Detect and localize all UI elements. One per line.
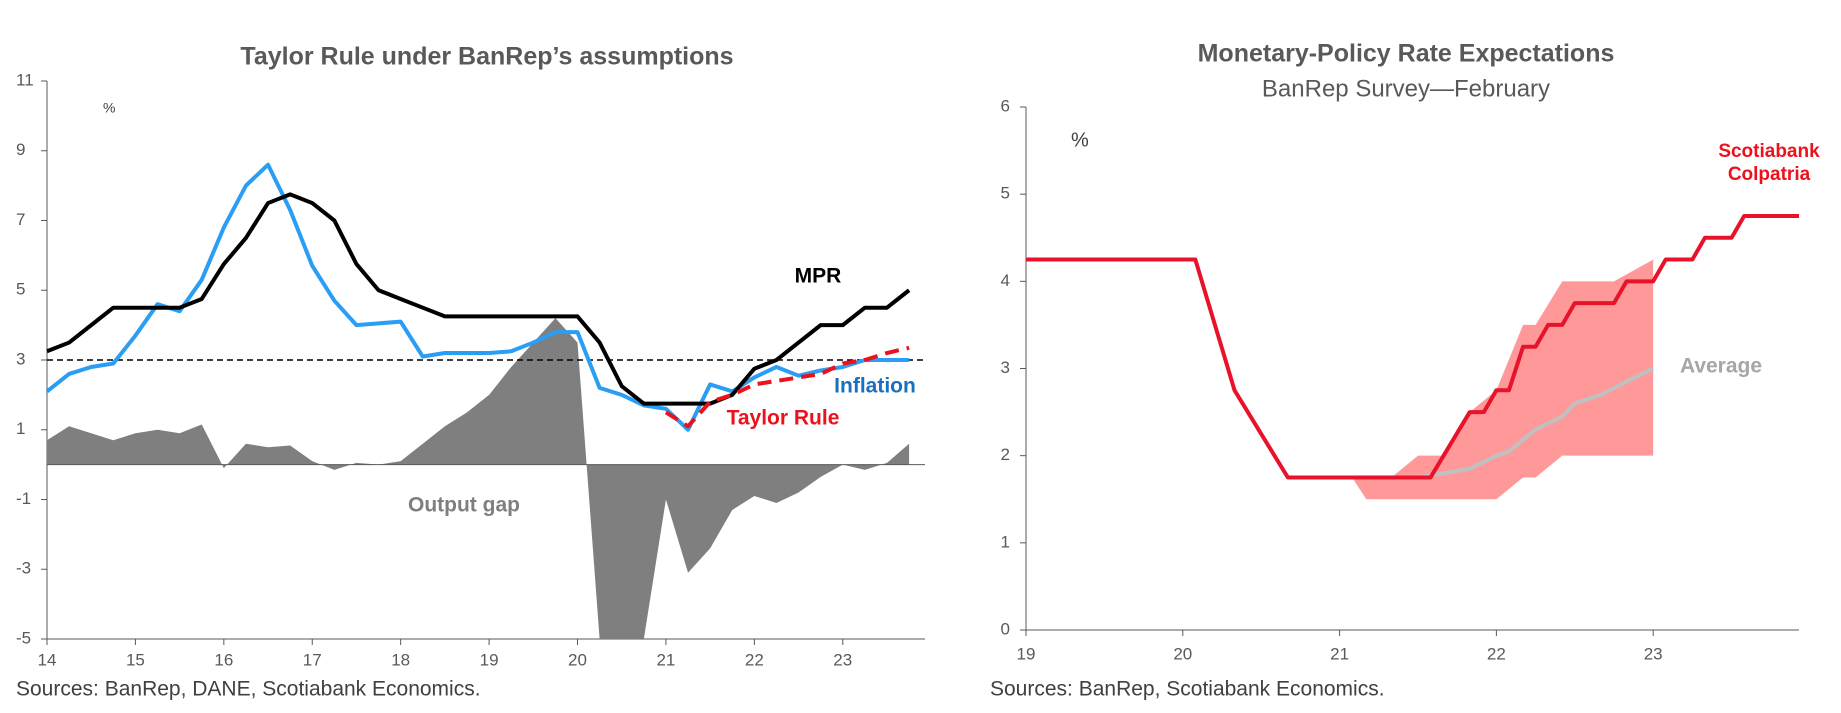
series-label: Taylor Rule: [727, 407, 840, 430]
unit-label: %: [103, 100, 115, 116]
series-label: Average: [1680, 355, 1762, 378]
x-tick-label: 20: [568, 650, 587, 669]
series-label: Output gap: [408, 494, 520, 517]
y-tick-label: 6: [1001, 96, 1010, 115]
x-tick-label: 21: [1330, 644, 1349, 663]
source-note: Sources: BanRep, DANE, Scotiabank Econom…: [16, 678, 481, 701]
y-tick-label: -5: [16, 628, 31, 647]
series-area: [47, 318, 910, 639]
x-tick-label: 18: [391, 650, 410, 669]
x-tick-label: 22: [1487, 644, 1506, 663]
y-tick-label: 1: [16, 419, 25, 438]
series-label: MPR: [795, 265, 842, 288]
x-tick-label: 23: [1644, 644, 1663, 663]
y-tick-label: -1: [16, 489, 31, 508]
series-line: [45, 162, 910, 432]
chart-subtitle: BanRep Survey—February: [1262, 75, 1550, 102]
y-tick-label: 2: [1001, 445, 1010, 464]
y-tick-label: 1: [1001, 532, 1010, 551]
chart-title: Monetary-Policy Rate Expectations: [1198, 40, 1615, 68]
unit-label: %: [1071, 129, 1089, 151]
x-tick-label: 20: [1173, 644, 1192, 663]
x-tick-label: 15: [126, 650, 145, 669]
series-line: [46, 192, 911, 406]
y-tick-label: 5: [16, 280, 25, 299]
x-tick-label: 23: [833, 650, 852, 669]
series-line: [1352, 366, 1655, 480]
x-tick-label: 19: [1017, 644, 1036, 663]
x-tick-label: 17: [303, 650, 322, 669]
y-tick-label: 3: [1001, 358, 1010, 377]
x-tick-label: 19: [480, 650, 499, 669]
x-tick-label: 21: [656, 650, 675, 669]
y-tick-label: 9: [16, 140, 25, 159]
x-tick-label: 14: [38, 650, 57, 669]
y-tick-label: 11: [16, 70, 34, 89]
series-line: [664, 345, 910, 429]
series-label: Scotiabank Colpatria: [1718, 141, 1820, 185]
y-tick-label: 5: [1001, 184, 1010, 203]
x-tick-label: 22: [745, 650, 764, 669]
chart-title: Taylor Rule under BanRep’s assumptions: [240, 43, 733, 71]
series-line: [1026, 213, 1799, 480]
y-tick-label: -3: [16, 559, 31, 578]
y-tick-label: 3: [16, 349, 25, 368]
y-tick-label: 4: [1001, 271, 1010, 290]
source-note: Sources: BanRep, Scotiabank Economics.: [990, 678, 1385, 701]
range-band: [1352, 259, 1654, 500]
x-tick-label: 16: [214, 650, 233, 669]
y-tick-label: 0: [1001, 619, 1010, 638]
y-tick-label: 7: [16, 210, 25, 229]
series-label: Inflation: [834, 375, 916, 398]
